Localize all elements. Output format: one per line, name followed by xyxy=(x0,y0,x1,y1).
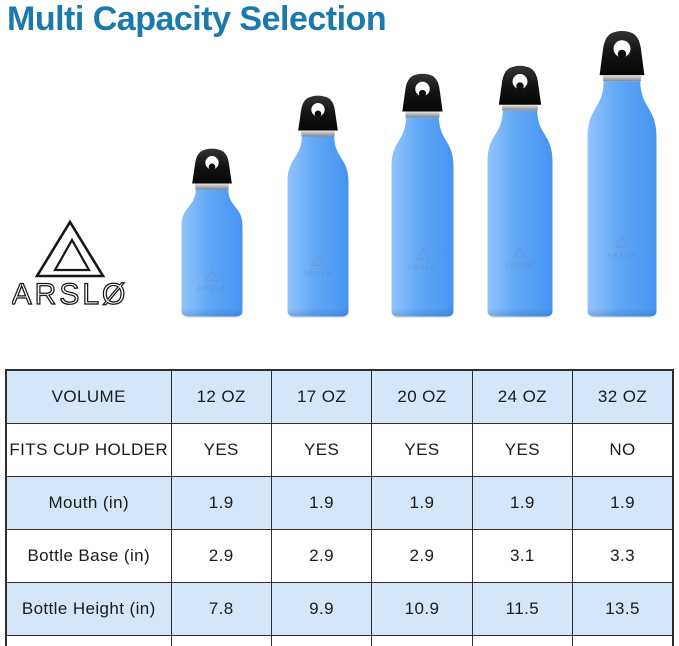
svg-text:ARSLØ: ARSLØ xyxy=(197,285,227,292)
bottle-17oz: ARSLØ xyxy=(287,95,349,318)
spec-table: VOLUME 12 OZ 17 OZ 20 OZ 24 OZ 32 OZ FIT… xyxy=(5,369,674,646)
bottle-body xyxy=(287,136,349,317)
svg-text:ARSLØ: ARSLØ xyxy=(505,262,535,269)
cell-32oz: 1.9 xyxy=(572,476,674,530)
cell-24oz: 11.5 xyxy=(471,582,574,636)
bottle-body xyxy=(181,189,243,317)
cell-17oz: 1.9 xyxy=(270,476,373,530)
bottle-32oz: ARSLØ xyxy=(587,30,657,318)
brand-name: ARSLØ xyxy=(12,278,128,311)
svg-text:ARSLØ: ARSLØ xyxy=(407,264,437,271)
cell-20oz: 1.9 xyxy=(371,476,473,530)
cap-loop-hole xyxy=(613,40,631,58)
spec-table-grid: VOLUME 12 OZ 17 OZ 20 OZ 24 OZ 32 OZ FIT… xyxy=(5,369,674,646)
table-row-volume: VOLUME 12 OZ 17 OZ 20 OZ 24 OZ 32 OZ xyxy=(5,369,674,424)
row-label: FITS CUP HOLDER xyxy=(5,423,172,477)
row-label: Bottle Height (in) xyxy=(5,582,172,636)
bottle-body xyxy=(487,110,553,317)
cap-spout xyxy=(208,163,216,171)
cell-32oz: 3.3 xyxy=(572,529,674,583)
table-row-base: Bottle Base (in) 2.9 2.9 2.9 3.1 3.3 xyxy=(5,529,674,583)
cell-20oz: 10.9 xyxy=(371,582,473,636)
bottle-watermark: ARSLØ xyxy=(607,236,637,259)
bottle-bottom-shade xyxy=(487,308,553,317)
bottle-24oz: ARSLØ xyxy=(487,65,553,318)
cell-12oz: 12 OZ xyxy=(170,369,272,424)
cell-24oz: 3.1 xyxy=(471,529,574,583)
bottle-body xyxy=(587,81,657,317)
table-row-height: Bottle Height (in) 7.8 9.9 10.9 11.5 13.… xyxy=(5,582,674,636)
bottle-watermark: ARSLØ xyxy=(407,248,437,271)
cap-loop-hole xyxy=(414,81,430,97)
bottle-watermark: ARSLØ xyxy=(303,254,333,278)
brand-logo: ARSLØ xyxy=(12,219,128,312)
cap-spout xyxy=(418,89,426,98)
cell-17oz: 9.9 xyxy=(270,582,373,636)
table-row-cutoff xyxy=(5,635,674,646)
cell-24oz: 24 OZ xyxy=(471,369,574,424)
bottle-collar xyxy=(195,183,229,190)
cell-32oz: 32 OZ xyxy=(572,369,674,424)
bottle-collar xyxy=(404,110,440,118)
bottle-collar xyxy=(603,74,641,82)
cell-12oz: 1.9 xyxy=(170,476,272,530)
cell-12oz: 7.8 xyxy=(170,582,272,636)
table-row-cup-holder: FITS CUP HOLDER YES YES YES YES NO xyxy=(5,423,674,477)
bottle-bottom-shade xyxy=(391,308,453,317)
cell-17oz: 2.9 xyxy=(270,529,373,583)
page-title: Multi Capacity Selection xyxy=(7,0,387,38)
svg-text:ARSLØ: ARSLØ xyxy=(607,252,637,259)
cap-loop-hole xyxy=(311,103,325,117)
cell-12oz: YES xyxy=(170,423,272,477)
bottle-bottom-shade xyxy=(181,308,243,317)
cell-24oz: YES xyxy=(471,423,574,477)
bottle-bottom-shade xyxy=(287,308,349,317)
triangle-logo-icon xyxy=(34,219,106,278)
table-row-mouth: Mouth (in) 1.9 1.9 1.9 1.9 1.9 xyxy=(5,476,674,530)
cell-12oz: 2.9 xyxy=(170,529,272,583)
cap-spout xyxy=(314,110,322,118)
bottle-watermark: ARSLØ xyxy=(505,246,535,269)
bottle-12oz: ARSLØ xyxy=(181,148,243,318)
cell-17oz: 17 OZ xyxy=(270,369,373,424)
cell-32oz: 13.5 xyxy=(572,582,674,636)
bottle-body xyxy=(391,117,453,317)
bottle-lineup: ARSLØ ARSLØ ARSLØ ARSLØ ARSLØ xyxy=(181,30,657,318)
row-label: Mouth (in) xyxy=(5,476,172,530)
cap-spout xyxy=(617,49,627,59)
cell-20oz: YES xyxy=(371,423,473,477)
cap-loop-hole xyxy=(205,156,219,170)
cap-spout xyxy=(516,82,524,90)
bottle-20oz: ARSLØ xyxy=(391,73,453,318)
bottle-collar xyxy=(301,130,335,137)
cell-17oz: YES xyxy=(270,423,373,477)
row-label: Bottle Base (in) xyxy=(5,529,172,583)
bottle-bottom-shade xyxy=(587,308,657,317)
bottle-collar xyxy=(502,104,538,111)
cell-32oz: NO xyxy=(572,423,674,477)
cell-20oz: 2.9 xyxy=(371,529,473,583)
cell-24oz: 1.9 xyxy=(471,476,574,530)
row-label: VOLUME xyxy=(5,369,172,424)
bottle-watermark: ARSLØ xyxy=(197,269,227,292)
svg-text:ARSLØ: ARSLØ xyxy=(303,271,333,278)
cell-20oz: 20 OZ xyxy=(371,369,473,424)
cap-loop-hole xyxy=(512,74,528,89)
